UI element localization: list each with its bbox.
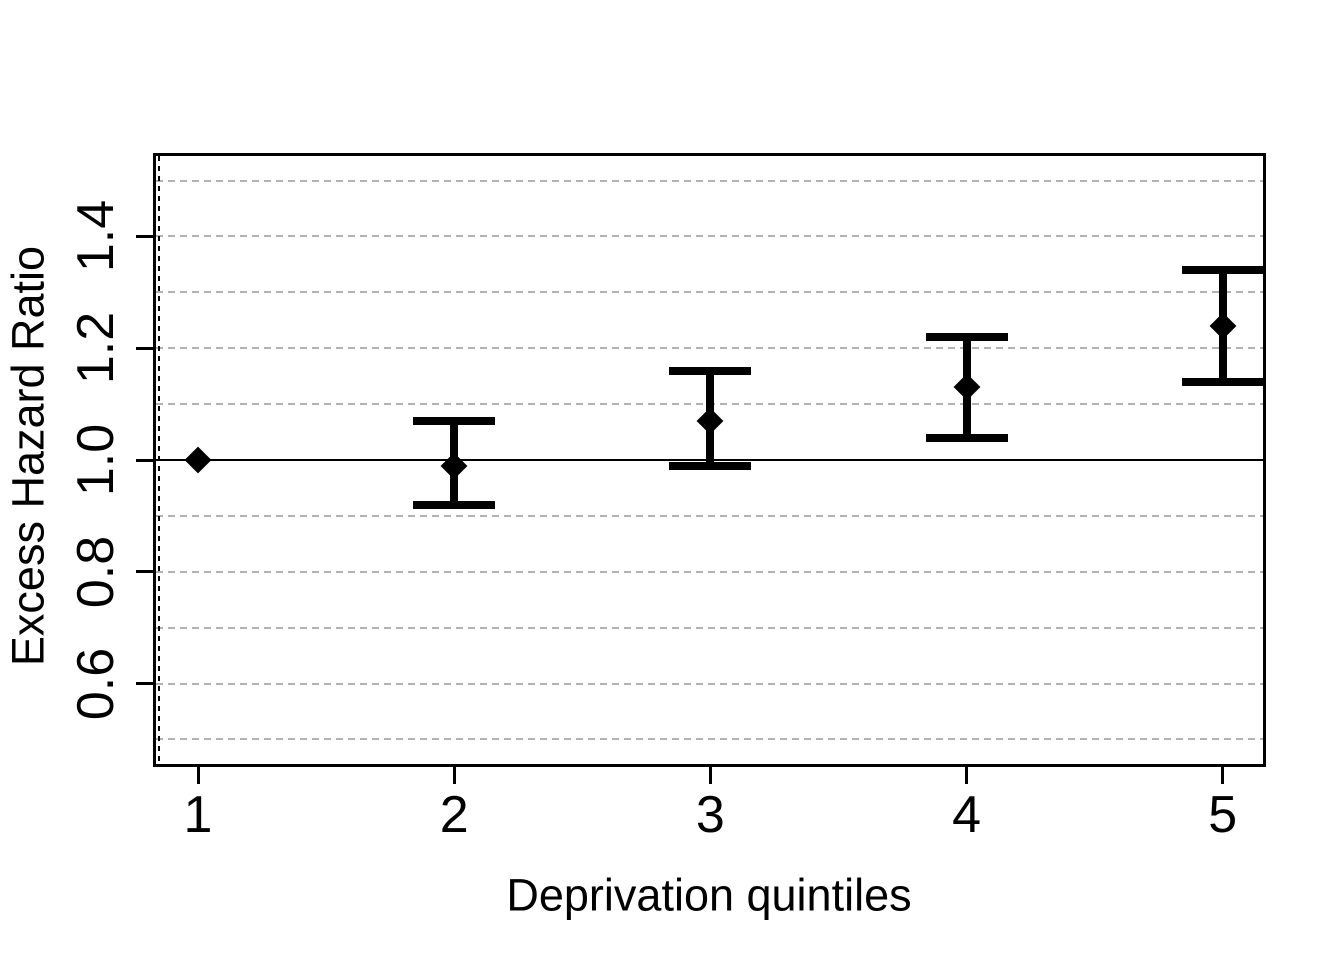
- gridline-y-1.2: [156, 347, 1263, 350]
- point-diamond-quintile-2: [440, 452, 468, 480]
- x-tick-label-5: 5: [1208, 786, 1238, 844]
- x-tick-4: [965, 764, 969, 784]
- x-tick-label-1: 1: [183, 786, 213, 844]
- x-tick-3: [708, 764, 712, 784]
- x-tick-1: [196, 764, 200, 784]
- error-bar-cap-lower-quintile-4: [925, 433, 1008, 442]
- x-axis-title: Deprivation quintiles: [506, 869, 912, 921]
- gridline-y-0.9: [156, 514, 1263, 517]
- gridline-y-1.3: [156, 291, 1263, 294]
- error-bar-cap-upper-quintile-3: [669, 366, 752, 375]
- y-axis-title: Excess Hazard Ratio: [2, 245, 54, 667]
- gridline-y-1.4: [156, 235, 1263, 238]
- point-diamond-quintile-3: [696, 407, 724, 435]
- x-tick-2: [452, 764, 456, 784]
- y-tick-0.8: [136, 570, 156, 574]
- point-diamond-quintile-5: [1209, 312, 1237, 340]
- gridline-y-0.6: [156, 682, 1263, 685]
- x-tick-5: [1221, 764, 1225, 784]
- gridline-y-0.7: [156, 626, 1263, 629]
- x-tick-label-4: 4: [952, 786, 982, 844]
- gridline-y-0.8: [156, 570, 1263, 573]
- y-tick-label-1.0: 1.0: [67, 423, 125, 497]
- y-tick-1.4: [136, 234, 156, 238]
- point-diamond-quintile-1: [184, 446, 212, 474]
- plot-area: [156, 156, 1263, 764]
- x-tick-label-3: 3: [695, 786, 725, 844]
- gridline-y-0.5: [156, 738, 1263, 741]
- x-tick-label-2: 2: [439, 786, 469, 844]
- y-tick-1.0: [136, 458, 156, 462]
- y-tick-label-0.6: 0.6: [67, 647, 125, 720]
- error-bar-cap-lower-quintile-2: [413, 500, 496, 509]
- y-tick-label-0.8: 0.8: [67, 535, 125, 608]
- error-bar-cap-upper-quintile-2: [413, 416, 496, 425]
- point-diamond-quintile-4: [953, 373, 981, 401]
- gridline-y-1.5: [156, 179, 1263, 182]
- y-tick-label-1.2: 1.2: [67, 312, 125, 385]
- y-tick-0.6: [136, 682, 156, 686]
- error-bar-cap-lower-quintile-3: [669, 461, 752, 470]
- error-bar-cap-lower-quintile-5: [1181, 377, 1263, 386]
- error-bar-cap-upper-quintile-5: [1181, 266, 1263, 274]
- error-bar-cap-upper-quintile-4: [925, 333, 1008, 342]
- y-tick-1.2: [136, 346, 156, 350]
- y-tick-label-1.4: 1.4: [67, 200, 125, 273]
